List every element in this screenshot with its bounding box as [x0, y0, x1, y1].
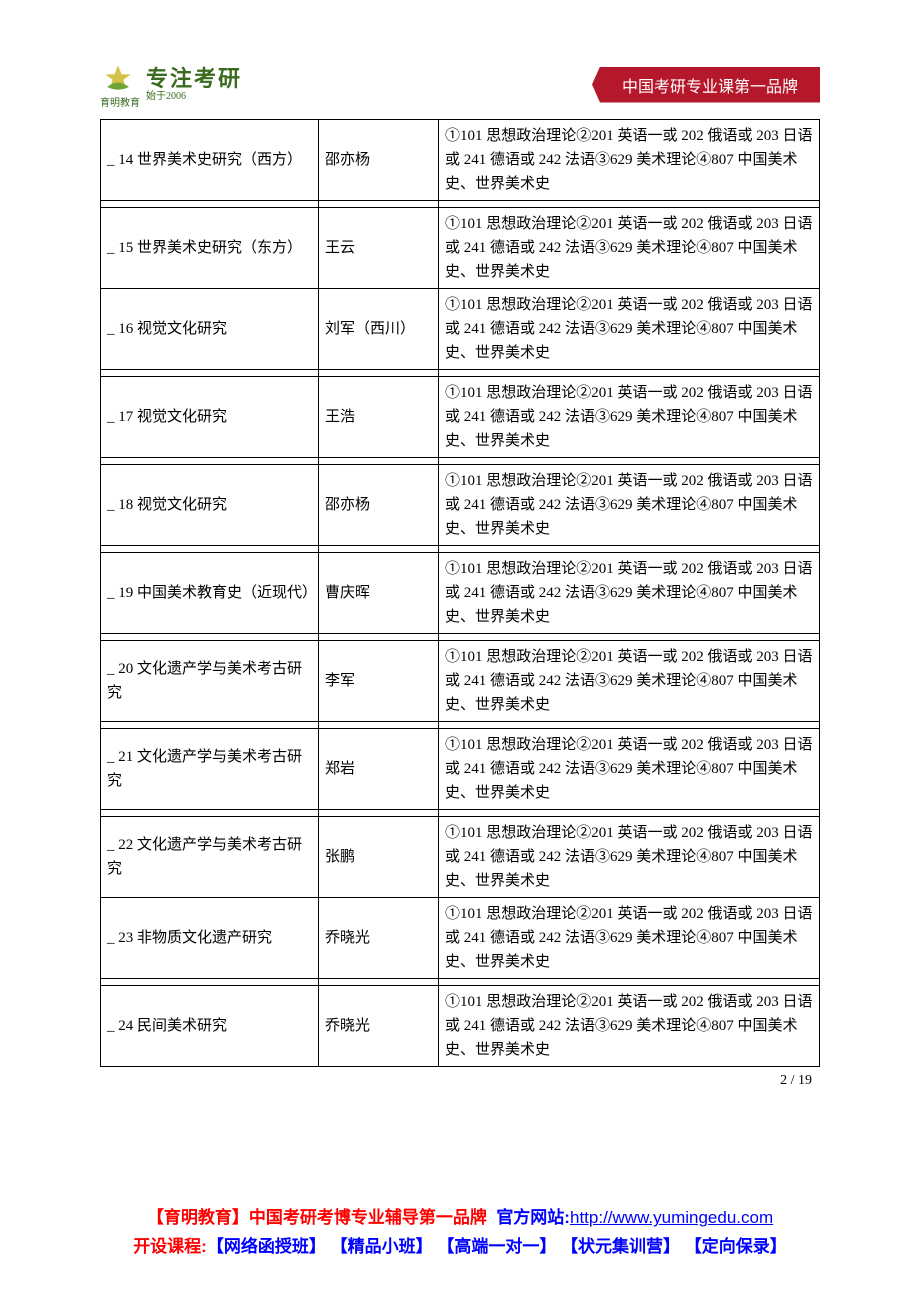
footer-course-item: 【定向保录】: [685, 1237, 787, 1256]
spacer-row: [101, 979, 820, 986]
logo-sub-text: 始于2006: [146, 91, 242, 102]
col-topic: _ 15 世界美术史研究（东方）: [101, 208, 319, 289]
footer-course-item: 【高端一对一】: [437, 1237, 556, 1256]
spacer-row: [101, 722, 820, 729]
footer-course-item: 【状元集训营】: [561, 1237, 680, 1256]
footer-course-item: 【精品小班】: [331, 1237, 433, 1256]
page-footer: 【育明教育】中国考研考博专业辅导第一品牌 官方网站:http://www.yum…: [0, 1204, 920, 1262]
col-description: ①101 思想政治理论②201 英语一或 202 俄语或 203 日语或 241…: [439, 898, 820, 979]
col-description: ①101 思想政治理论②201 英语一或 202 俄语或 203 日语或 241…: [439, 553, 820, 634]
col-description: ①101 思想政治理论②201 英语一或 202 俄语或 203 日语或 241…: [439, 729, 820, 810]
table-row: _ 24 民间美术研究乔晓光①101 思想政治理论②201 英语一或 202 俄…: [101, 986, 820, 1067]
logo-caption: 育明教育: [100, 94, 140, 109]
table-row: _ 23 非物质文化遗产研究乔晓光①101 思想政治理论②201 英语一或 20…: [101, 898, 820, 979]
col-teacher: 乔晓光: [319, 986, 439, 1067]
course-table: _ 14 世界美术史研究（西方）邵亦杨①101 思想政治理论②201 英语一或 …: [100, 119, 820, 1067]
footer-slogan: 中国考研考博专业辅导第一品牌: [249, 1208, 487, 1227]
logo-text: 专注考研 始于2006: [146, 67, 242, 102]
footer-line-2: 开设课程:【网络函授班】 【精品小班】 【高端一对一】 【状元集训营】 【定向保…: [0, 1233, 920, 1262]
footer-courses-label: 开设课程:: [133, 1237, 207, 1256]
col-description: ①101 思想政治理论②201 英语一或 202 俄语或 203 日语或 241…: [439, 377, 820, 458]
col-teacher: 郑岩: [319, 729, 439, 810]
col-description: ①101 思想政治理论②201 英语一或 202 俄语或 203 日语或 241…: [439, 465, 820, 546]
col-topic: _ 21 文化遗产学与美术考古研究: [101, 729, 319, 810]
col-topic: _ 23 非物质文化遗产研究: [101, 898, 319, 979]
table-row: _ 14 世界美术史研究（西方）邵亦杨①101 思想政治理论②201 英语一或 …: [101, 120, 820, 201]
col-teacher: 王云: [319, 208, 439, 289]
col-topic: _ 16 视觉文化研究: [101, 289, 319, 370]
table-row: _ 19 中国美术教育史（近现代）曹庆晖①101 思想政治理论②201 英语一或…: [101, 553, 820, 634]
col-topic: _ 19 中国美术教育史（近现代）: [101, 553, 319, 634]
col-topic: _ 20 文化遗产学与美术考古研究: [101, 641, 319, 722]
col-topic: _ 17 视觉文化研究: [101, 377, 319, 458]
footer-brand: 【育明教育】: [147, 1208, 249, 1227]
spacer-row: [101, 370, 820, 377]
spacer-row: [101, 634, 820, 641]
spacer-row: [101, 458, 820, 465]
table-row: _ 15 世界美术史研究（东方）王云①101 思想政治理论②201 英语一或 2…: [101, 208, 820, 289]
col-teacher: 邵亦杨: [319, 120, 439, 201]
page-number: 2 / 19: [100, 1073, 820, 1089]
col-teacher: 刘军（西川）: [319, 289, 439, 370]
spacer-row: [101, 810, 820, 817]
col-description: ①101 思想政治理论②201 英语一或 202 俄语或 203 日语或 241…: [439, 817, 820, 898]
col-description: ①101 思想政治理论②201 英语一或 202 俄语或 203 日语或 241…: [439, 120, 820, 201]
header-badge: 中国考研专业课第一品牌: [592, 67, 820, 103]
logo-icon: 育明教育: [100, 60, 140, 109]
footer-line-1: 【育明教育】中国考研考博专业辅导第一品牌 官方网站:http://www.yum…: [0, 1204, 920, 1233]
table-row: _ 18 视觉文化研究邵亦杨①101 思想政治理论②201 英语一或 202 俄…: [101, 465, 820, 546]
footer-site-label: 官方网站:: [496, 1208, 570, 1227]
col-description: ①101 思想政治理论②201 英语一或 202 俄语或 203 日语或 241…: [439, 641, 820, 722]
col-topic: _ 14 世界美术史研究（西方）: [101, 120, 319, 201]
footer-url[interactable]: http://www.yumingedu.com: [570, 1208, 773, 1227]
col-topic: _ 24 民间美术研究: [101, 986, 319, 1067]
col-teacher: 王浩: [319, 377, 439, 458]
table-row: _ 16 视觉文化研究刘军（西川）①101 思想政治理论②201 英语一或 20…: [101, 289, 820, 370]
page-header: 育明教育 专注考研 始于2006 中国考研专业课第一品牌: [100, 60, 820, 109]
table-row: _ 17 视觉文化研究王浩①101 思想政治理论②201 英语一或 202 俄语…: [101, 377, 820, 458]
spacer-row: [101, 546, 820, 553]
col-teacher: 张鹏: [319, 817, 439, 898]
col-description: ①101 思想政治理论②201 英语一或 202 俄语或 203 日语或 241…: [439, 208, 820, 289]
footer-course-item: 【网络函授班】: [207, 1237, 326, 1256]
col-description: ①101 思想政治理论②201 英语一或 202 俄语或 203 日语或 241…: [439, 986, 820, 1067]
col-topic: _ 22 文化遗产学与美术考古研究: [101, 817, 319, 898]
logo-main-text: 专注考研: [146, 67, 242, 91]
table-row: _ 22 文化遗产学与美术考古研究张鹏①101 思想政治理论②201 英语一或 …: [101, 817, 820, 898]
col-topic: _ 18 视觉文化研究: [101, 465, 319, 546]
logo-block: 育明教育 专注考研 始于2006: [100, 60, 242, 109]
col-teacher: 李军: [319, 641, 439, 722]
col-teacher: 乔晓光: [319, 898, 439, 979]
table-row: _ 20 文化遗产学与美术考古研究李军①101 思想政治理论②201 英语一或 …: [101, 641, 820, 722]
col-description: ①101 思想政治理论②201 英语一或 202 俄语或 203 日语或 241…: [439, 289, 820, 370]
table-row: _ 21 文化遗产学与美术考古研究郑岩①101 思想政治理论②201 英语一或 …: [101, 729, 820, 810]
spacer-row: [101, 201, 820, 208]
col-teacher: 邵亦杨: [319, 465, 439, 546]
col-teacher: 曹庆晖: [319, 553, 439, 634]
